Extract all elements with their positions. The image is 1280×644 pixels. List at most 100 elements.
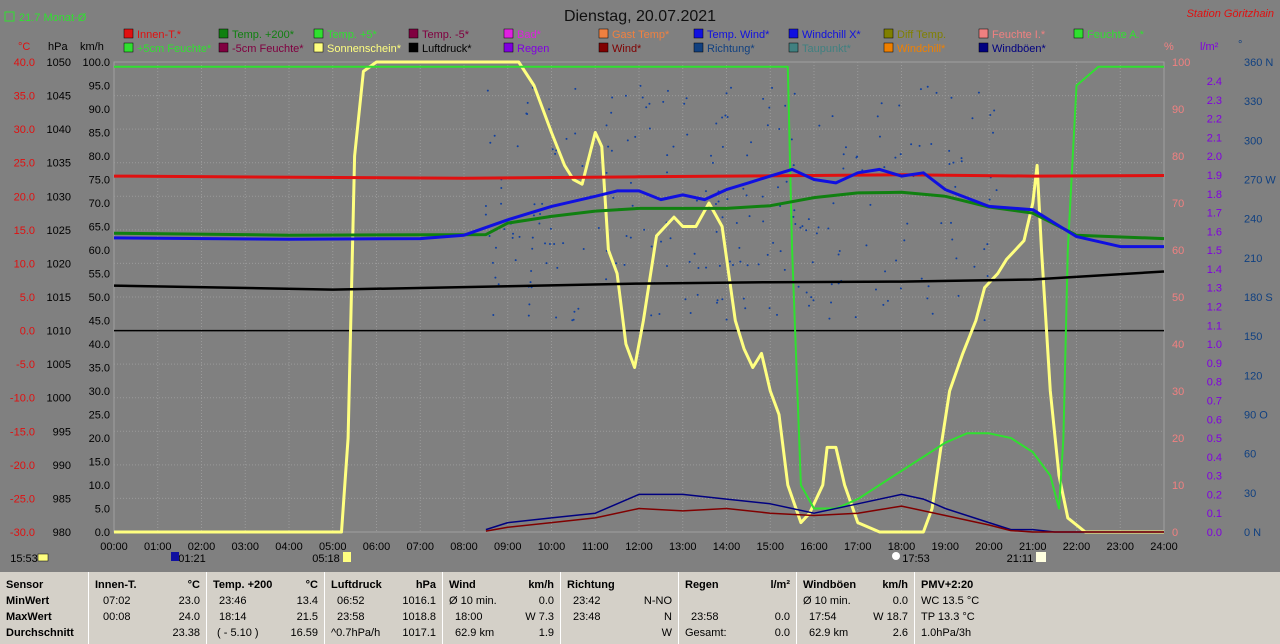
- legend-label: Regen: [517, 43, 549, 55]
- wind-direction-point: [750, 141, 753, 144]
- wind-direction-point: [894, 156, 897, 159]
- stats-col-pmv: PMV+2:20 WC 13.5 °C TP 13.3 °C 1.0hPa/3h: [914, 572, 1280, 644]
- time-tick-label: 00:00: [100, 541, 128, 553]
- wind-direction-point: [983, 319, 986, 322]
- wind-direction-point: [549, 227, 552, 230]
- legend-label: Luftdruck*: [422, 43, 472, 55]
- stats-col-wind: Wind km/h Ø 10 min. 0.0 18:00 W 7.3 62.9…: [442, 572, 560, 644]
- temp-tick-label: 20.0: [14, 191, 35, 203]
- legend-swatch: [218, 28, 229, 39]
- wind-direction-point: [883, 166, 886, 169]
- rain-tick-label: 1.0: [1207, 339, 1222, 351]
- wind-direction-point: [696, 293, 699, 296]
- kmh-tick-label: 70.0: [89, 198, 110, 210]
- wind-direction-point: [951, 238, 954, 241]
- wind-direction-point: [574, 87, 577, 90]
- wind-direction-point: [762, 97, 765, 100]
- wind-direction-point: [610, 149, 613, 152]
- dir-tick-label: 240: [1244, 214, 1262, 226]
- wind-direction-point: [716, 301, 719, 304]
- wind-direction-point: [811, 261, 814, 264]
- legend-label: Sonnenschein*: [327, 43, 402, 55]
- hpa-tick-label: 990: [53, 460, 71, 472]
- wind-direction-point: [662, 100, 665, 103]
- wind-direction-point: [745, 194, 748, 197]
- wind-direction-point: [544, 242, 547, 245]
- wind-direction-point: [761, 195, 764, 198]
- wind-direction-point: [977, 91, 980, 94]
- wind-direction-point: [497, 283, 500, 286]
- time-tick-label: 18:00: [888, 541, 916, 553]
- rain-tick-label: 1.6: [1207, 226, 1222, 238]
- dir-tick-label: 0 N: [1244, 527, 1261, 539]
- wind-direction-point: [726, 198, 729, 201]
- stats-col-regen: Regen l/m² 23:58 0.0 Gesamt: 0.0: [678, 572, 796, 644]
- hpa-tick-label: 1050: [47, 57, 71, 69]
- wind-direction-point: [605, 278, 608, 281]
- wind-direction-point: [605, 124, 608, 127]
- wind-direction-point: [935, 91, 938, 94]
- unit-deg: °: [1238, 39, 1242, 51]
- wind-direction-point: [952, 161, 955, 164]
- wind-direction-point: [785, 180, 788, 183]
- kmh-tick-label: 25.0: [89, 410, 110, 422]
- wind-direction-point: [625, 235, 628, 238]
- wind-direction-point: [484, 205, 487, 208]
- kmh-tick-label: 55.0: [89, 269, 110, 281]
- wind-direction-point: [854, 316, 857, 319]
- sun-marker-icon: [37, 553, 49, 562]
- stats-col-temp200: Temp. +200 °C 23:46 13.4 18:14 21.5 ( - …: [206, 572, 324, 644]
- time-tick-label: 19:00: [931, 541, 959, 553]
- temp-tick-label: 30.0: [14, 124, 35, 136]
- legend-label: Temp. -5*: [422, 29, 470, 41]
- wind-direction-point: [768, 307, 771, 310]
- dir-tick-label: 150: [1244, 331, 1262, 343]
- legend-label: Diff Temp.: [897, 29, 946, 41]
- series-line-temp-wind: [113, 167, 1164, 249]
- wind-direction-point: [650, 245, 653, 248]
- legend-swatch: [598, 42, 609, 53]
- wind-direction-point: [641, 96, 644, 99]
- wind-direction-point: [629, 236, 632, 239]
- temp-tick-label: -5.0: [16, 359, 35, 371]
- time-tick-label: 24:00: [1150, 541, 1178, 553]
- sunrise-time: 05:18: [312, 553, 340, 565]
- wind-direction-point: [988, 198, 991, 201]
- legend-label: Temp. +5*: [327, 29, 378, 41]
- wind-direction-point: [960, 157, 963, 160]
- wind-direction-point: [685, 97, 688, 100]
- wind-direction-point: [792, 215, 795, 218]
- wind-direction-point: [666, 265, 669, 268]
- moonset-icon: [1036, 552, 1046, 562]
- wind-direction-point: [581, 164, 584, 167]
- wind-direction-point: [865, 244, 868, 247]
- temp-tick-label: -10.0: [10, 393, 35, 405]
- wind-direction-point: [831, 115, 834, 118]
- wind-direction-point: [689, 311, 692, 314]
- wind-direction-point: [528, 303, 531, 306]
- time-tick-label: 04:00: [275, 541, 303, 553]
- wind-direction-point: [573, 310, 576, 313]
- wind-direction-point: [748, 215, 751, 218]
- legend-swatch: [408, 28, 419, 39]
- unit-kmh: km/h: [80, 41, 104, 53]
- wind-direction-point: [500, 187, 503, 190]
- rain-tick-label: 1.1: [1207, 320, 1222, 332]
- wind-direction-point: [950, 96, 953, 99]
- unit-pct: %: [1164, 41, 1174, 53]
- kmh-tick-label: 100.0: [82, 57, 110, 69]
- hpa-tick-label: 1025: [47, 225, 71, 237]
- wind-direction-point: [545, 262, 548, 265]
- min-label: MinWert: [6, 595, 50, 607]
- wind-direction-point: [954, 185, 957, 188]
- legend-label: Bad*: [517, 29, 542, 41]
- wind-direction-point: [886, 299, 889, 302]
- series-line-sonnenschein: [114, 60, 1164, 534]
- wind-direction-point: [838, 249, 841, 252]
- wind-direction-point: [721, 216, 724, 219]
- time-tick-label: 01:00: [144, 541, 172, 553]
- legend-swatch: [503, 28, 514, 39]
- legend-swatch: [598, 28, 609, 39]
- wind-direction-point: [607, 145, 610, 148]
- wind-direction-point: [738, 246, 741, 249]
